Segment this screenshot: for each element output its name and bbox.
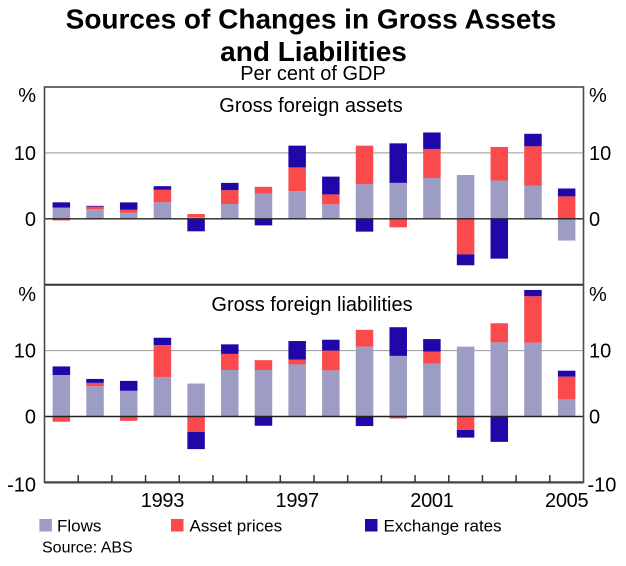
svg-text:Sources of Changes in Gross As: Sources of Changes in Gross Assets xyxy=(66,4,557,35)
svg-text:Gross foreign liabilities: Gross foreign liabilities xyxy=(211,294,412,316)
svg-text:Asset prices: Asset prices xyxy=(190,517,283,536)
svg-text:0: 0 xyxy=(589,407,600,429)
svg-text:%: % xyxy=(589,284,607,306)
svg-text:10: 10 xyxy=(589,143,611,165)
svg-text:Exchange rates: Exchange rates xyxy=(384,517,502,536)
svg-text:%: % xyxy=(18,284,36,306)
svg-text:1997: 1997 xyxy=(276,490,319,512)
svg-text:0: 0 xyxy=(25,209,36,231)
svg-text:0: 0 xyxy=(25,407,36,429)
svg-text:10: 10 xyxy=(14,341,36,363)
svg-text:Source: ABS: Source: ABS xyxy=(42,540,133,557)
svg-text:%: % xyxy=(589,85,607,107)
svg-text:2001: 2001 xyxy=(410,490,453,512)
svg-text:-10: -10 xyxy=(7,474,36,496)
svg-text:0: 0 xyxy=(589,209,600,231)
svg-text:Per cent of GDP: Per cent of GDP xyxy=(240,63,386,85)
svg-text:Gross foreign assets: Gross foreign assets xyxy=(219,95,402,117)
svg-text:and Liabilities: and Liabilities xyxy=(220,36,407,67)
svg-text:10: 10 xyxy=(14,143,36,165)
svg-text:Flows: Flows xyxy=(57,517,101,536)
svg-text:-10: -10 xyxy=(588,474,617,496)
svg-text:1993: 1993 xyxy=(141,490,184,512)
svg-text:2005: 2005 xyxy=(545,490,588,512)
svg-text:%: % xyxy=(18,85,36,107)
svg-text:10: 10 xyxy=(589,341,611,363)
